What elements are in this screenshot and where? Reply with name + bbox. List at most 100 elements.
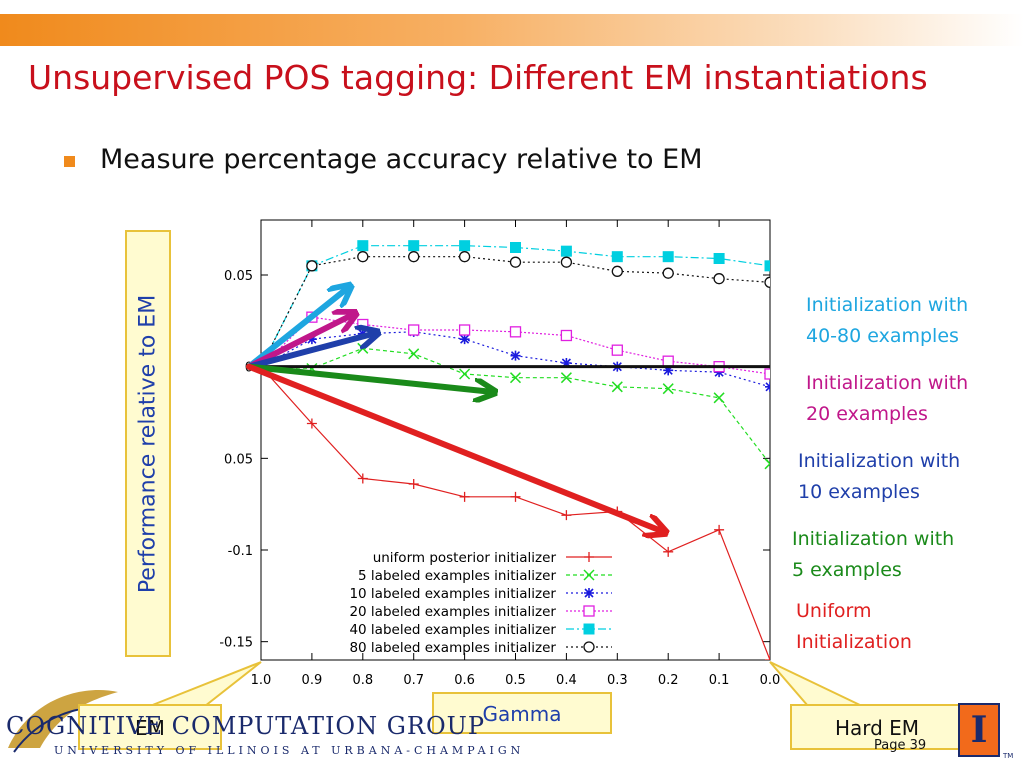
data-point-plus [510, 491, 521, 502]
slide-title: Unsupervised POS tagging: Different EM i… [28, 58, 928, 97]
data-point-x [509, 372, 522, 384]
data-point-circle [560, 256, 573, 268]
x-tick-label: 0.3 [607, 673, 628, 688]
data-point-plus [459, 491, 470, 502]
data-point-star [510, 350, 521, 361]
trademark-mark: TM [1003, 752, 1014, 760]
data-point-square-filled [408, 240, 420, 252]
data-point-square [583, 605, 595, 617]
annotation-line: Initialization with [792, 528, 955, 550]
data-point-x [583, 569, 595, 581]
logo-swoosh-icon [8, 690, 118, 748]
data-point-star [584, 588, 594, 598]
data-point-square [509, 326, 522, 338]
data-point-plus [408, 479, 419, 489]
title-accent-bar [0, 14, 1024, 46]
data-point-circle [509, 256, 522, 268]
data-point-square [458, 324, 471, 336]
annotation-label: Initialization with 20 examples [806, 368, 968, 430]
data-point-circle [662, 267, 674, 279]
emphasis-arrow [246, 363, 664, 532]
em-callout: EM [78, 704, 222, 750]
data-point-plus [663, 546, 674, 557]
x-tick-label: 0.5 [505, 673, 526, 688]
x-tick-label: 1.0 [251, 673, 272, 688]
annotation-label: Initialization with 10 examples [798, 446, 960, 508]
y-axis-label-box: Performance relative to EM [125, 230, 171, 657]
data-point-plus [584, 552, 594, 562]
hard-em-callout-text: Hard EM [834, 716, 920, 740]
x-tick-label: 0.9 [302, 673, 323, 688]
illinois-logo-icon: I [958, 703, 1000, 757]
legend-label: 80 labeled examples initializer [349, 640, 556, 656]
logo-wordmark: COGNITIVE COMPUTATION GROUP [6, 712, 486, 740]
data-point-square-filled [611, 251, 623, 263]
hard-em-callout: Hard EM [790, 704, 964, 750]
data-point-x [560, 372, 572, 384]
bullet-square-icon [64, 156, 75, 167]
x-tick-label: 0.7 [403, 673, 424, 688]
annotation-line: Initialization with [806, 294, 969, 316]
legend-label: 10 labeled examples initializer [349, 586, 556, 602]
data-point-square-filled [662, 251, 674, 263]
data-point-square-filled [713, 253, 725, 264]
data-point-x [408, 348, 420, 360]
series-line [261, 331, 770, 388]
illinois-logo-letter: I [970, 709, 988, 751]
data-point-star [765, 381, 770, 392]
data-point-star [306, 334, 317, 345]
annotation-line: Initialization with [798, 450, 961, 472]
data-point-square [611, 344, 623, 356]
data-point-star [663, 365, 674, 376]
y-tick-label: -0.1 [228, 544, 253, 559]
data-point-star [459, 334, 470, 345]
y-tick-label: 0.05 [224, 452, 253, 467]
x-tick-label: 0.6 [454, 673, 475, 688]
data-point-square [662, 355, 674, 367]
emphasis-arrow [246, 333, 376, 370]
data-point-circle [611, 265, 623, 277]
annotation-line: 5 examples [792, 559, 902, 581]
data-point-square [408, 324, 420, 336]
legend-label: 5 labeled examples initializer [358, 568, 556, 584]
series-uniform [261, 361, 770, 660]
annotation-line: 10 examples [798, 481, 920, 503]
data-point-circle [357, 251, 369, 263]
data-point-square [560, 329, 573, 342]
y-tick-label: -0.15 [219, 636, 253, 651]
annotation-line: 40-80 examples [806, 325, 959, 347]
data-point-circle [458, 251, 471, 263]
data-point-square-filled [764, 260, 770, 272]
data-point-plus [306, 418, 317, 429]
data-point-x [459, 368, 471, 380]
data-point-square [764, 368, 770, 380]
data-point-square-filled [459, 240, 471, 252]
page-number: Page 39 [874, 738, 927, 753]
annotation-line: Initialization [796, 631, 912, 653]
annotation-label: Initialization with 5 examples [792, 524, 954, 586]
data-point-square-filled [357, 240, 369, 252]
data-point-square-filled [510, 242, 521, 253]
y-tick-label: 0.05 [224, 269, 253, 284]
em-callout-pointer [149, 661, 262, 707]
emphasis-arrow [246, 363, 493, 392]
data-point-x [611, 381, 623, 393]
annotation-label: Uniform Initialization [796, 596, 912, 658]
emphasis-arrow [246, 287, 349, 370]
logo-subtitle: UNIVERSITY OF ILLINOIS AT URBANA-CHAMPAI… [54, 744, 525, 757]
data-point-circle [306, 260, 318, 272]
x-tick-label: 0.4 [556, 673, 577, 688]
data-point-circle [583, 641, 595, 653]
emphasis-arrow [246, 314, 354, 370]
data-point-circle [764, 276, 770, 288]
x-axis-label: Gamma [482, 702, 562, 726]
legend: uniform posterior initializer 5 labeled e… [349, 550, 612, 656]
data-point-square-filled [560, 245, 572, 257]
emphasis-arrows [246, 287, 664, 532]
data-point-plus [714, 524, 725, 535]
annotation-line: Initialization with [806, 372, 969, 394]
data-point-star [561, 358, 572, 368]
data-point-plus [357, 473, 368, 484]
x-tick-label: 0.8 [352, 673, 373, 688]
